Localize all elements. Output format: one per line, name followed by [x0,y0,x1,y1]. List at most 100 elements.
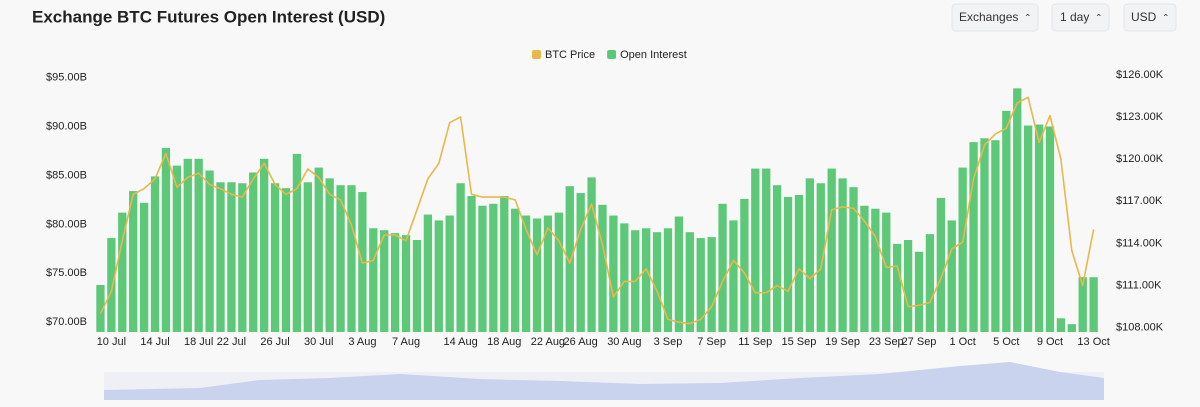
x-tick-label: 10 Jul [97,336,126,348]
x-tick-label: 30 Jul [304,336,333,348]
bar [1002,110,1011,332]
x-tick-label: 15 Sep [782,336,817,348]
bar [783,196,793,332]
bar [216,182,225,332]
bar [936,197,945,332]
legend-swatch [607,50,617,59]
button-label: Exchanges [959,10,1018,24]
bar [380,230,389,332]
bar [238,183,247,332]
bar [292,153,302,332]
bar [740,198,749,332]
bar [227,182,236,332]
bar [150,176,160,332]
chevron: ⌃ [1095,12,1103,22]
bar [511,208,520,332]
y2-tick-label: $120.00K [1116,153,1164,165]
bar [674,216,684,332]
y-tick-label: $75.00B [46,267,87,279]
x-tick-label: 3 Aug [348,336,376,348]
bar [991,140,1000,332]
bar [718,203,727,332]
bar [390,233,400,332]
y-tick-label: $95.00B [46,71,87,83]
x-tick-label: 14 Jul [140,336,169,348]
bar [969,142,978,332]
bar [925,234,935,332]
x-tick-label: 23 Sep [869,336,904,348]
navigator-area [104,362,1104,400]
bar [1045,126,1055,332]
bar [412,240,422,332]
bar [860,205,869,332]
bar [772,185,782,332]
x-tick-label: 7 Sep [697,336,726,348]
x-tick-label: 1 Oct [950,336,976,348]
y2-tick-label: $123.00K [1116,111,1164,123]
bar [532,218,542,332]
button-bg [951,3,1039,32]
bar [521,215,531,332]
legend-label: Open Interest [620,49,687,61]
bar [958,167,967,332]
bar [642,228,651,332]
bar [500,195,509,332]
bar [249,172,258,332]
x-tick-label: 18 Aug [487,336,521,348]
bar [183,158,192,332]
price-line [99,96,1095,325]
bar [107,238,116,332]
bar [663,228,673,332]
interval-select[interactable]: 1 day ⌃ [1051,3,1110,32]
bar [652,232,662,332]
bar [96,285,105,332]
bar [314,167,323,332]
button-bg [1051,3,1110,32]
bar [794,195,804,332]
y2-tick-label: $108.00K [1116,322,1164,334]
bar [423,214,433,332]
bar [980,138,989,332]
x-tick-label: 19 Sep [825,336,860,348]
bar [598,204,607,332]
bar [587,177,596,332]
bar [554,212,563,332]
bar [685,232,694,332]
currency-select[interactable]: USD ⌃ [1123,3,1177,32]
bar [1034,124,1044,333]
chevron: ⌃ [1024,12,1032,22]
bar [696,238,705,332]
bar [903,240,913,332]
bar [609,215,618,332]
bar [303,182,312,332]
x-tick-label: 26 Jul [260,336,289,348]
x-tick-label: 22 Jul [217,336,246,348]
exchanges-select[interactable]: Exchanges ⌃ [951,3,1039,32]
y-tick-label: $85.00B [46,169,87,181]
bar [172,165,182,332]
bar [139,202,149,332]
x-tick-label: 9 Oct [1037,336,1063,348]
y2-tick-label: $114.00K [1116,237,1163,249]
bar [751,168,760,332]
x-tick-label: 3 Sep [654,336,683,348]
y2-tick-label: $126.00K [1116,69,1164,81]
bar [1013,88,1022,332]
bar [871,208,880,332]
bar [838,178,847,332]
bar [914,251,924,332]
y-tick-label: $90.00B [46,120,87,132]
x-tick-label: 11 Sep [738,336,772,348]
bar [260,158,269,332]
x-tick-label: 13 Oct [1077,336,1109,348]
x-tick-label: 18 Jul [184,336,213,348]
y2-tick-label: $111.00K [1116,280,1162,292]
bar [762,168,771,332]
bar [489,203,498,332]
bar [707,237,716,332]
bar [1056,318,1066,332]
bar [281,188,291,332]
x-tick-label: 7 Aug [392,336,420,348]
